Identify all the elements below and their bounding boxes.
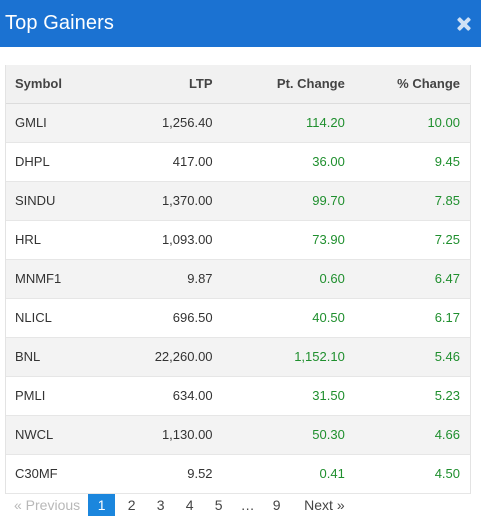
table-row[interactable]: MNMF1 9.87 0.60 6.47	[6, 259, 470, 299]
cell-pt-change: 31.50	[212, 376, 345, 416]
cell-pct-change: 6.17	[344, 298, 470, 338]
cell-ltp: 1,370.00	[112, 181, 213, 221]
cell-pt-change: 0.60	[212, 259, 345, 299]
col-symbol: Symbol	[6, 65, 113, 104]
cell-symbol: NWCL	[6, 415, 113, 455]
cell-symbol: GMLI	[6, 103, 113, 143]
cell-ltp: 1,130.00	[112, 415, 213, 455]
cell-pt-change: 36.00	[212, 142, 345, 182]
close-icon[interactable]	[453, 13, 475, 35]
table-row[interactable]: BNL 22,260.00 1,152.10 5.46	[6, 337, 470, 377]
cell-pt-change: 1,152.10	[212, 337, 345, 377]
cell-pct-change: 6.47	[344, 259, 470, 299]
page-2-button[interactable]: 2	[127, 497, 136, 513]
col-ltp: LTP	[112, 65, 213, 104]
table-row[interactable]: GMLI 1,256.40 114.20 10.00	[6, 103, 470, 143]
col-pct-change: % Change	[344, 65, 470, 104]
page-4-button[interactable]: 4	[185, 497, 194, 513]
cell-ltp: 1,093.00	[112, 220, 213, 260]
previous-page-button[interactable]: « Previous	[14, 497, 81, 513]
page-1-button[interactable]: 1	[88, 494, 116, 516]
cell-ltp: 696.50	[112, 298, 213, 338]
cell-symbol: PMLI	[6, 376, 113, 416]
cell-ltp: 634.00	[112, 376, 213, 416]
table-row[interactable]: DHPL 417.00 36.00 9.45	[6, 142, 470, 182]
cell-pct-change: 7.25	[344, 220, 470, 260]
page-3-button[interactable]: 3	[156, 497, 165, 513]
cell-pct-change: 4.66	[344, 415, 470, 455]
cell-pt-change: 73.90	[212, 220, 345, 260]
cell-symbol: C30MF	[6, 454, 113, 494]
cell-pct-change: 5.46	[344, 337, 470, 377]
cell-pt-change: 40.50	[212, 298, 345, 338]
page-9-button[interactable]: 9	[272, 497, 281, 513]
table-row[interactable]: PMLI 634.00 31.50 5.23	[6, 376, 470, 416]
cell-symbol: HRL	[6, 220, 113, 260]
cell-pt-change: 114.20	[212, 103, 345, 143]
cell-pct-change: 9.45	[344, 142, 470, 182]
cell-symbol: DHPL	[6, 142, 113, 182]
cell-pct-change: 10.00	[344, 103, 470, 143]
cell-symbol: SINDU	[6, 181, 113, 221]
gainers-table: Symbol LTP Pt. Change % Change GMLI 1,256…	[6, 65, 470, 494]
cell-pt-change: 50.30	[212, 415, 345, 455]
cell-ltp: 22,260.00	[112, 337, 213, 377]
table-header-row: Symbol LTP Pt. Change % Change	[6, 65, 470, 104]
cell-symbol: MNMF1	[6, 259, 113, 299]
cell-pct-change: 5.23	[344, 376, 470, 416]
cell-pct-change: 7.85	[344, 181, 470, 221]
cell-ltp: 9.87	[112, 259, 213, 299]
cell-ltp: 9.52	[112, 454, 213, 494]
cell-pt-change: 0.41	[212, 454, 345, 494]
modal-title: Top Gainers	[5, 12, 114, 34]
col-pt-change: Pt. Change	[212, 65, 345, 104]
pagination-ellipsis: …	[240, 497, 255, 513]
pagination: « Previous 1 2 3 4 5 … 9 Next »	[8, 494, 345, 516]
table-row[interactable]: C30MF 9.52 0.41 4.50	[6, 454, 470, 494]
table-row[interactable]: HRL 1,093.00 73.90 7.25	[6, 220, 470, 260]
cell-ltp: 1,256.40	[112, 103, 213, 143]
modal-header: Top Gainers	[0, 0, 481, 47]
gainers-table-container: Symbol LTP Pt. Change % Change GMLI 1,256…	[5, 65, 471, 494]
cell-ltp: 417.00	[112, 142, 213, 182]
next-page-button[interactable]: Next »	[304, 497, 345, 513]
table-row[interactable]: NWCL 1,130.00 50.30 4.66	[6, 415, 470, 455]
cell-symbol: NLICL	[6, 298, 113, 338]
page-5-button[interactable]: 5	[214, 497, 223, 513]
cell-pt-change: 99.70	[212, 181, 345, 221]
cell-symbol: BNL	[6, 337, 113, 377]
table-row[interactable]: SINDU 1,370.00 99.70 7.85	[6, 181, 470, 221]
cell-pct-change: 4.50	[344, 454, 470, 494]
table-row[interactable]: NLICL 696.50 40.50 6.17	[6, 298, 470, 338]
